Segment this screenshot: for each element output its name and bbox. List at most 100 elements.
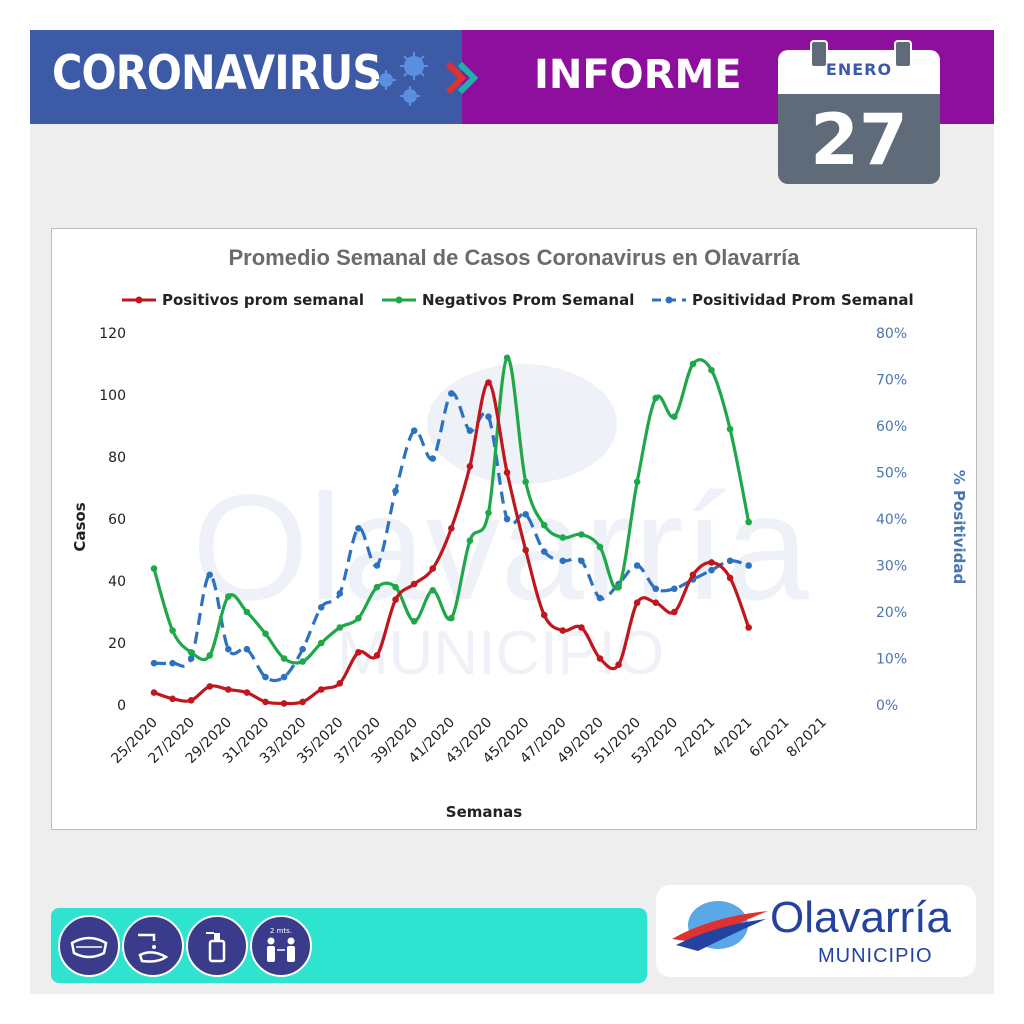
y-axis-label: Casos (71, 502, 89, 551)
data-point (410, 618, 418, 625)
data-point (187, 649, 195, 656)
x-tick-label: 8/2021 (784, 715, 830, 761)
calendar-top (778, 50, 940, 94)
data-point (708, 366, 715, 374)
data-point (206, 571, 214, 579)
data-point (299, 645, 306, 653)
data-point (169, 659, 176, 667)
data-point (726, 557, 734, 565)
data-point (373, 562, 381, 569)
data-point (726, 574, 734, 582)
data-point (243, 689, 251, 696)
logo-name: Olavarría (770, 893, 951, 942)
data-point (262, 673, 269, 681)
data-point (633, 562, 641, 569)
data-point (578, 531, 585, 538)
data-point (615, 583, 622, 591)
data-point (596, 594, 604, 602)
y2-tick-label: 20% (876, 605, 907, 621)
data-point (596, 543, 604, 551)
y-tick-label: 80 (108, 450, 126, 466)
data-point (466, 463, 474, 470)
data-point (206, 683, 214, 690)
data-point (317, 604, 325, 611)
x-tick-label: 6/2021 (747, 715, 793, 761)
data-point (169, 627, 176, 634)
data-point (540, 548, 548, 555)
virus-icon (376, 52, 479, 106)
data-point (262, 698, 269, 706)
data-point (485, 379, 492, 386)
data-point (355, 614, 362, 622)
data-point (633, 599, 641, 606)
legend-marker (135, 296, 143, 304)
data-point (280, 655, 288, 662)
data-point (448, 614, 455, 622)
data-point (578, 557, 585, 565)
data-point (559, 627, 567, 634)
data-point (392, 596, 399, 603)
data-point (150, 565, 158, 572)
data-point (671, 585, 678, 593)
series-line-0 (153, 380, 751, 706)
data-point (262, 630, 269, 637)
legend-marker (665, 296, 673, 304)
data-point (429, 455, 437, 462)
y2-axis-label: % Positividad (950, 470, 968, 584)
svg-text:MUNICIPIO: MUNICIPIO (337, 619, 664, 688)
y2-tick-label: 80% (876, 326, 907, 342)
chart-lines (150, 354, 752, 707)
data-point (355, 649, 362, 656)
y2-tick-label: 30% (876, 559, 907, 575)
y-tick-label: 60 (108, 512, 126, 528)
calendar-day: 27 (810, 99, 908, 181)
legend-marker (395, 296, 403, 304)
data-point (671, 608, 678, 616)
x-tick-label: 4/2021 (709, 715, 755, 761)
series-line-1 (152, 356, 751, 665)
data-point (466, 427, 474, 434)
data-point (243, 645, 251, 653)
y-tick-label: 120 (99, 326, 126, 342)
report-label: INFORME (534, 52, 742, 98)
y2-tick-label: 50% (876, 466, 907, 482)
data-point (540, 611, 548, 619)
header-title: CORONAVIRUS (52, 46, 382, 101)
data-point (708, 566, 715, 574)
y2-tick-label: 60% (876, 419, 907, 435)
data-point (317, 686, 325, 693)
chart-panel: Olavarría MUNICIPIO Promedio Semanal de … (51, 228, 977, 830)
data-point (745, 562, 752, 569)
data-point (429, 565, 437, 572)
data-point (280, 673, 288, 681)
y2-tick-label: 0% (876, 698, 898, 714)
data-point (652, 394, 660, 402)
data-point (466, 537, 474, 544)
data-point (373, 652, 381, 659)
data-point (522, 478, 529, 486)
data-point (689, 571, 697, 579)
data-point (448, 390, 455, 397)
calendar-month: ENERO (825, 60, 893, 79)
y-tick-label: 40 (108, 574, 126, 590)
chart-svg: Olavarría MUNICIPIO Promedio Semanal de … (71, 245, 968, 821)
data-point (503, 469, 511, 476)
data-point (615, 661, 622, 668)
data-point (708, 559, 715, 566)
data-point (392, 487, 399, 495)
data-point (596, 655, 604, 662)
data-point (559, 534, 567, 541)
calendar-body (778, 94, 940, 184)
data-point (652, 599, 660, 606)
data-point (448, 525, 455, 532)
distance-label: 2 mts. (270, 927, 292, 935)
y2-tick-label: 40% (876, 512, 907, 528)
data-point (671, 413, 678, 420)
data-point (392, 583, 399, 591)
x-tick-label: 2/2021 (672, 715, 718, 761)
data-point (299, 658, 306, 665)
data-point (317, 639, 325, 647)
municipio-logo-icon (672, 901, 768, 951)
y-tick-label: 20 (108, 636, 126, 652)
legend-label: Negativos Prom Semanal (422, 291, 634, 309)
